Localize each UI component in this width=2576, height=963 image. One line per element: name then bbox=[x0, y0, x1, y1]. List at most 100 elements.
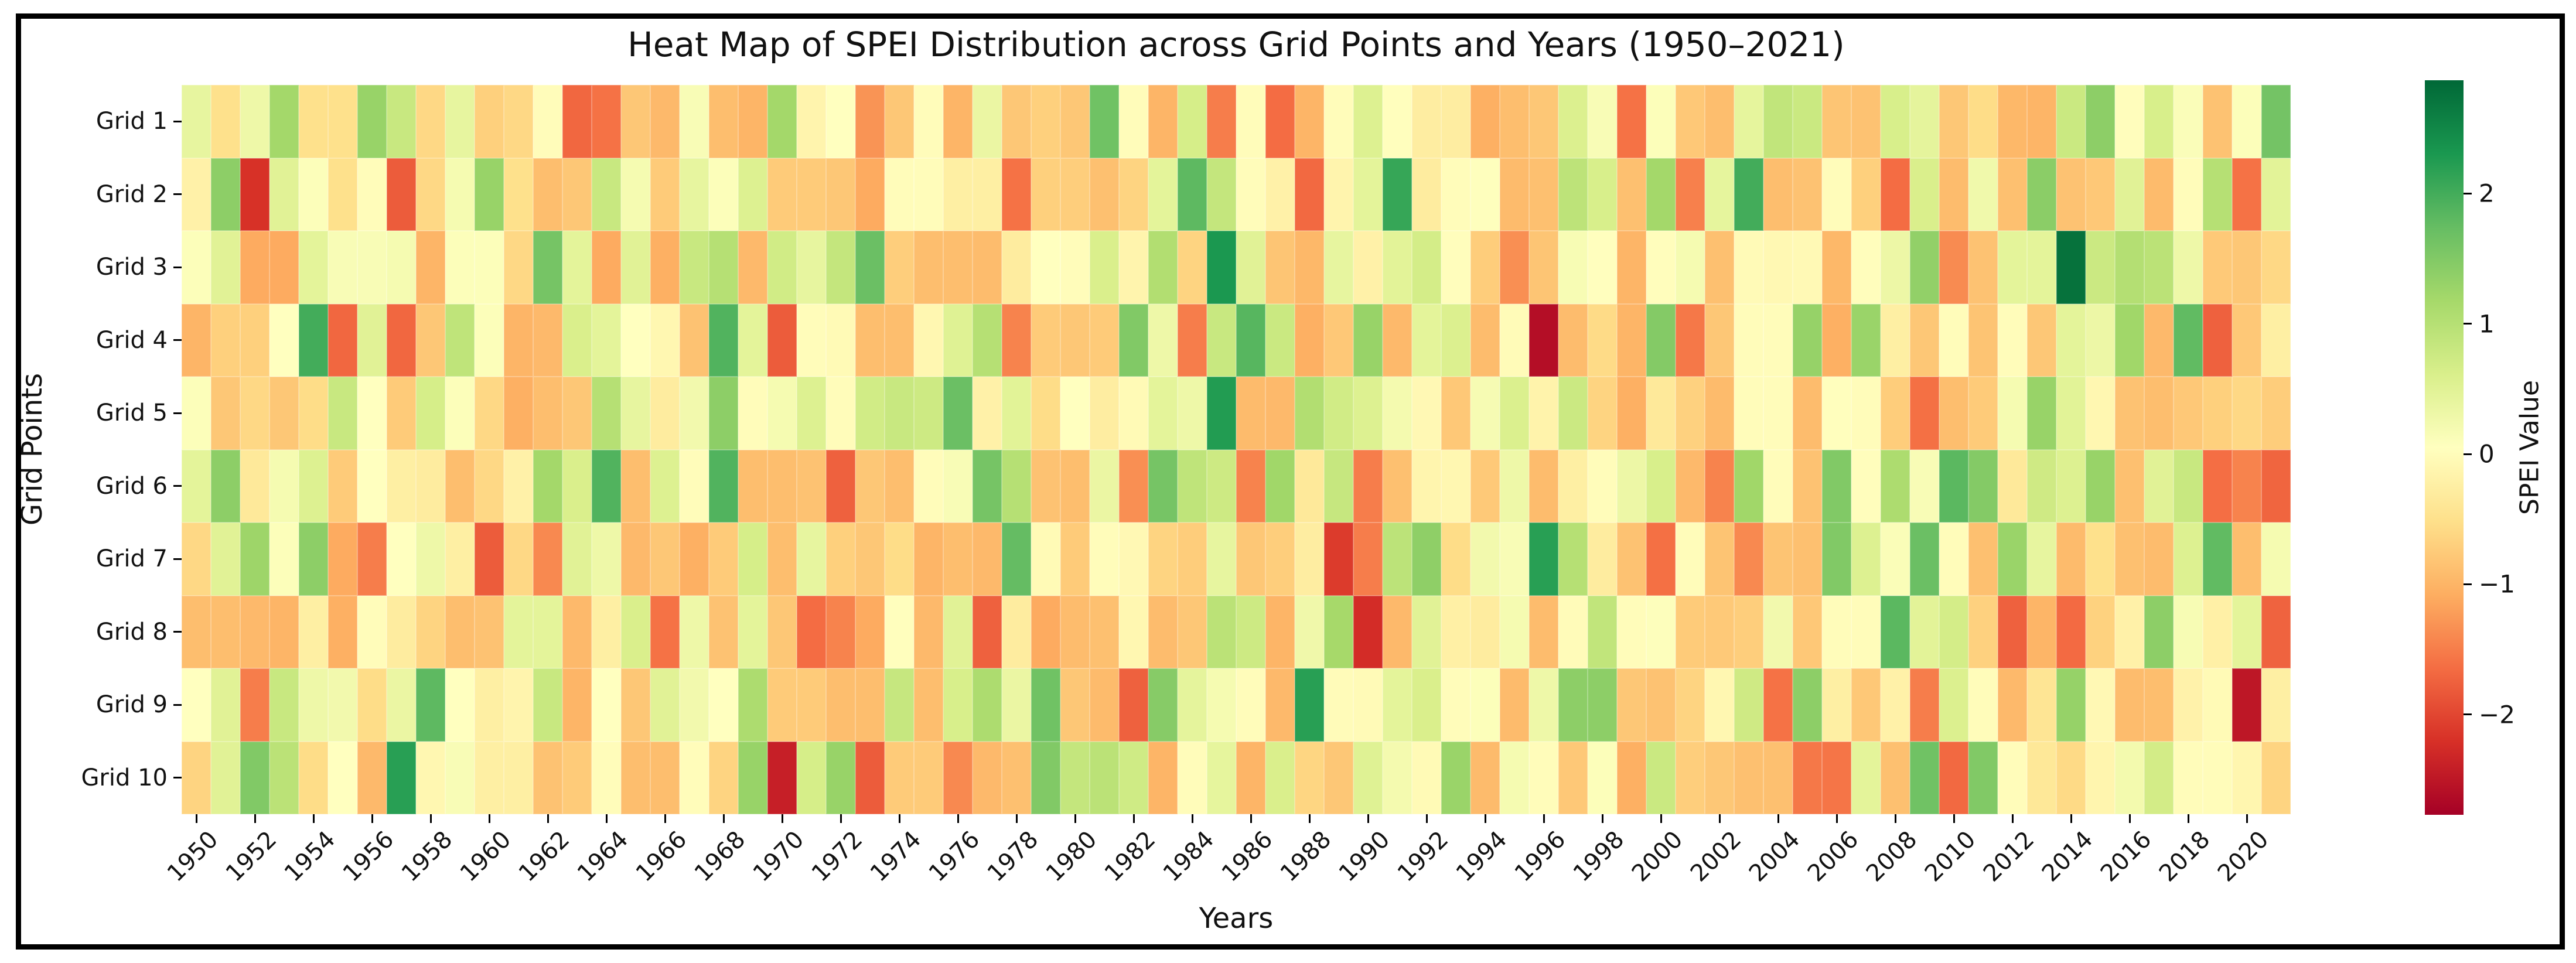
heatmap-cell bbox=[709, 158, 738, 231]
heatmap-cell bbox=[2261, 85, 2291, 158]
heatmap-cell bbox=[1676, 377, 1705, 450]
heatmap-cell bbox=[650, 668, 680, 742]
heatmap-cell bbox=[1207, 85, 1236, 158]
heatmap-cell bbox=[2027, 158, 2056, 231]
heatmap-cell bbox=[2261, 303, 2291, 377]
heatmap-cell bbox=[1236, 668, 1265, 742]
heatmap-cell bbox=[767, 377, 797, 450]
heatmap-cell bbox=[1090, 85, 1119, 158]
heatmap-cell bbox=[1090, 595, 1119, 668]
heatmap-cell bbox=[650, 85, 680, 158]
heatmap-cell bbox=[2174, 377, 2203, 450]
heatmap-cell bbox=[1734, 449, 1763, 523]
heatmap-cell bbox=[1119, 523, 1148, 596]
heatmap-cell bbox=[357, 523, 387, 596]
heatmap-cell bbox=[973, 449, 1002, 523]
heatmap-cell bbox=[475, 303, 504, 377]
heatmap-cell bbox=[1470, 231, 1500, 304]
heatmap-cell bbox=[1090, 668, 1119, 742]
heatmap-cell bbox=[1705, 231, 1734, 304]
heatmap-cell bbox=[2027, 523, 2056, 596]
heatmap-cell bbox=[2144, 523, 2174, 596]
heatmap-cell bbox=[680, 377, 709, 450]
heatmap-cell bbox=[2056, 595, 2086, 668]
heatmap-cell bbox=[855, 85, 885, 158]
heatmap-cell bbox=[1617, 449, 1646, 523]
heatmap-cell bbox=[2027, 85, 2056, 158]
heatmap-cell bbox=[357, 741, 387, 814]
x-tick-label: 1986 bbox=[1217, 826, 1278, 887]
heatmap-cell bbox=[2056, 741, 2086, 814]
heatmap-cell bbox=[1763, 303, 1793, 377]
x-tick-mark bbox=[312, 814, 315, 823]
heatmap-cell bbox=[1939, 595, 1968, 668]
heatmap-cell bbox=[445, 377, 475, 450]
heatmap-cell bbox=[1324, 231, 1353, 304]
x-tick-mark bbox=[1250, 814, 1252, 823]
heatmap-cell bbox=[445, 595, 475, 668]
colorbar-tick-mark bbox=[2464, 192, 2472, 194]
heatmap bbox=[182, 85, 2291, 814]
x-tick-label: 1988 bbox=[1275, 826, 1337, 887]
heatmap-cell bbox=[1148, 523, 1178, 596]
heatmap-cell bbox=[1441, 85, 1470, 158]
y-tick-mark bbox=[173, 631, 182, 633]
heatmap-cell bbox=[1324, 449, 1353, 523]
y-tick-label: Grid 3 bbox=[95, 254, 168, 281]
heatmap-cell bbox=[797, 595, 826, 668]
heatmap-cell bbox=[1646, 741, 1676, 814]
heatmap-cell bbox=[1646, 668, 1676, 742]
heatmap-cell bbox=[1763, 158, 1793, 231]
heatmap-cell bbox=[1588, 85, 1617, 158]
heatmap-cell bbox=[885, 303, 914, 377]
x-tick-label: 1952 bbox=[221, 826, 282, 887]
heatmap-cell bbox=[445, 158, 475, 231]
heatmap-cell bbox=[328, 85, 357, 158]
heatmap-cell bbox=[1412, 523, 1441, 596]
heatmap-cell bbox=[1412, 85, 1441, 158]
heatmap-cell bbox=[240, 449, 269, 523]
heatmap-cell bbox=[1968, 303, 1998, 377]
heatmap-cell bbox=[1383, 231, 1412, 304]
heatmap-cell bbox=[1119, 449, 1148, 523]
heatmap-cell bbox=[504, 85, 533, 158]
heatmap-cell bbox=[2027, 741, 2056, 814]
y-axis-label: Grid Points bbox=[16, 373, 49, 526]
heatmap-cell bbox=[1968, 449, 1998, 523]
x-tick-mark bbox=[605, 814, 608, 823]
heatmap-cell bbox=[2203, 595, 2232, 668]
heatmap-cell bbox=[1353, 523, 1383, 596]
heatmap-cell bbox=[562, 158, 592, 231]
heatmap-cell bbox=[2056, 523, 2086, 596]
heatmap-cell bbox=[328, 523, 357, 596]
heatmap-cell bbox=[504, 449, 533, 523]
heatmap-cell bbox=[387, 377, 416, 450]
heatmap-cell bbox=[1617, 668, 1646, 742]
heatmap-cell bbox=[1412, 595, 1441, 668]
heatmap-cell bbox=[1998, 668, 2027, 742]
heatmap-cell bbox=[1588, 303, 1617, 377]
heatmap-cell bbox=[621, 377, 650, 450]
heatmap-cell bbox=[416, 668, 445, 742]
heatmap-cell bbox=[1529, 523, 1558, 596]
heatmap-cell bbox=[1236, 231, 1265, 304]
heatmap-cell bbox=[2203, 231, 2232, 304]
x-tick-mark bbox=[1484, 814, 1486, 823]
heatmap-cell bbox=[475, 741, 504, 814]
x-tick-label: 1996 bbox=[1510, 826, 1571, 887]
heatmap-cell bbox=[562, 668, 592, 742]
heatmap-cell bbox=[1470, 377, 1500, 450]
heatmap-cell bbox=[1002, 231, 1031, 304]
heatmap-cell bbox=[1470, 85, 1500, 158]
heatmap-cell bbox=[1412, 303, 1441, 377]
heatmap-cell bbox=[738, 377, 767, 450]
x-tick-mark bbox=[781, 814, 783, 823]
heatmap-cell bbox=[797, 449, 826, 523]
heatmap-cell bbox=[914, 231, 943, 304]
heatmap-cell bbox=[1500, 377, 1529, 450]
heatmap-cell bbox=[1383, 377, 1412, 450]
heatmap-cell bbox=[1236, 523, 1265, 596]
heatmap-cell bbox=[1031, 668, 1060, 742]
heatmap-cell bbox=[1646, 523, 1676, 596]
heatmap-cell bbox=[914, 85, 943, 158]
